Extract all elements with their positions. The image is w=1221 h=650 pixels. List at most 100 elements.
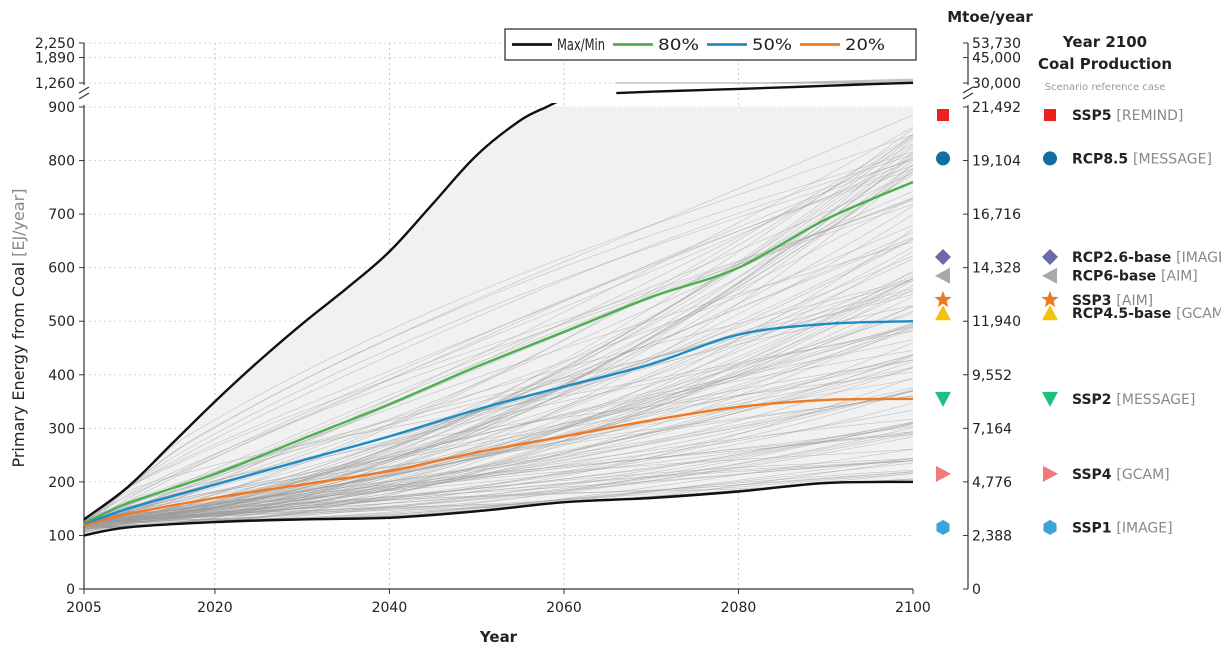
scenario-name: SSP3: [1072, 293, 1116, 309]
scenario-name: RCP6-base: [1072, 269, 1161, 285]
y-tick-label: 600: [48, 261, 75, 277]
y-axis-title-text: Primary Energy from Coal: [9, 257, 28, 468]
legend-marker-ssp5: [1044, 109, 1056, 122]
scenario-line: [83, 214, 914, 521]
scenario-label-ssp4: SSP4 [GCAM]: [1072, 467, 1170, 483]
y-tick-label: 500: [48, 314, 75, 330]
right-tick-label: 2,388: [972, 528, 1012, 544]
x-tick-label: 2005: [66, 600, 102, 616]
scenario-line: [83, 390, 914, 522]
scenario-name: RCP4.5-base: [1072, 306, 1176, 322]
right-tick-label-upper: 53,730: [972, 36, 1021, 52]
scenario-model: [MESSAGE]: [1116, 392, 1195, 408]
right-tick-label: 9,552: [972, 368, 1012, 384]
x-tick-label: 2080: [721, 600, 757, 616]
scenario-name: RCP2.6-base: [1072, 250, 1176, 266]
series-line-50pct: [83, 320, 914, 526]
axis-break-mark: [962, 92, 974, 100]
scenario-line: [83, 241, 914, 532]
scenario-line: [83, 128, 914, 522]
scenario-line: [83, 154, 914, 527]
legend-label: Max/Min: [557, 35, 605, 54]
scenario-model: [AIM]: [1161, 269, 1198, 285]
scenario-line: [83, 471, 914, 521]
right-tick-label: 7,164: [972, 421, 1012, 437]
scenario-envelope: [84, 107, 913, 536]
marker-rcp8-5: [936, 151, 950, 166]
scenario-label-rcp2-6-base: RCP2.6-base [IMAGE]: [1072, 250, 1221, 266]
series-line-80pct: [83, 180, 914, 525]
legend-marker-rcp4-5-base: [1042, 305, 1058, 321]
scenarios-title: Year 2100: [1062, 33, 1147, 51]
scenario-line: [83, 280, 914, 521]
right-axis-title: Mtoe/year: [947, 8, 1033, 26]
right-tick-label-upper: 45,000: [972, 51, 1021, 67]
scenario-line: [83, 458, 914, 528]
scenario-line: [83, 434, 914, 522]
scenario-label-rcp6-base: RCP6-base [AIM]: [1072, 269, 1198, 285]
scenario-model: [REMIND]: [1116, 108, 1183, 124]
x-tick-label: 2060: [546, 600, 582, 616]
scenario-line: [83, 355, 914, 521]
scenario-model: [IMAGE]: [1176, 250, 1221, 266]
scenario-line: [83, 433, 914, 524]
marker-ssp4: [936, 465, 951, 482]
right-tick-label: 14,328: [972, 261, 1021, 277]
legend-marker-rcp8-5: [1043, 151, 1057, 166]
right-tick-label: 19,104: [972, 154, 1021, 170]
scenario-line: [83, 359, 914, 521]
scenario-label-ssp2: SSP2 [MESSAGE]: [1072, 392, 1195, 408]
scenario-name: SSP4: [1072, 467, 1116, 483]
x-tick-label: 2040: [372, 600, 408, 616]
scenario-line: [83, 280, 914, 521]
series-line-20pct: [83, 397, 914, 527]
scenario-line: [83, 204, 914, 533]
scenario-line: [83, 460, 914, 524]
scenario-line: [83, 342, 914, 521]
right-tick-label: 16,716: [972, 207, 1021, 223]
scenario-line: [83, 371, 914, 524]
y-tick-label-upper: 2,250: [35, 36, 75, 52]
legend-marker-ssp4: [1043, 465, 1058, 482]
scenario-label-ssp5: SSP5 [REMIND]: [1072, 108, 1183, 124]
scenario-line: [83, 172, 914, 523]
axis-break-mark: [78, 86, 90, 94]
scenario-line: [83, 168, 914, 528]
scenario-line-upper: [616, 78, 914, 84]
x-tick-label: 2020: [197, 600, 233, 616]
scenarios-subtitle: Coal Production: [1038, 55, 1172, 73]
scenario-line: [83, 159, 914, 527]
scenario-line: [83, 159, 914, 525]
y-tick-label: 900: [48, 100, 75, 116]
scenario-name: SSP2: [1072, 392, 1116, 408]
legend-label: 80%: [658, 35, 699, 54]
scenario-line: [83, 278, 914, 528]
y-tick-label-upper: 1,260: [35, 76, 75, 92]
scenario-model: [GCAM]: [1116, 467, 1169, 483]
axis-break-mark: [78, 92, 90, 100]
y-axis-unit: [EJ/year]: [9, 188, 28, 256]
scenario-line: [83, 151, 914, 532]
marker-rcp6-base: [935, 267, 950, 284]
right-tick-label-upper: 30,000: [972, 76, 1021, 92]
right-tick-label: 0: [972, 582, 981, 598]
scenario-name: SSP5: [1072, 108, 1116, 124]
right-tick-label: 11,940: [972, 314, 1021, 330]
marker-rcp4-5-base: [935, 305, 951, 321]
scenarios-note: Scenario reference case: [1045, 82, 1166, 93]
marker-ssp1: [936, 519, 950, 535]
right-tick-label: 21,492: [972, 100, 1021, 116]
marker-ssp3: [934, 290, 952, 308]
scenario-line: [83, 431, 914, 521]
y-tick-label: 0: [66, 582, 75, 598]
scenario-line: [83, 134, 914, 524]
scenario-label-ssp1: SSP1 [IMAGE]: [1072, 520, 1173, 536]
scenario-line: [83, 169, 914, 524]
legend-marker-ssp2: [1042, 391, 1058, 407]
scenario-line: [83, 325, 914, 522]
scenario-line: [83, 278, 914, 530]
x-axis-title: Year: [479, 628, 518, 646]
scenario-line: [83, 114, 914, 524]
y-tick-label: 100: [48, 528, 75, 544]
